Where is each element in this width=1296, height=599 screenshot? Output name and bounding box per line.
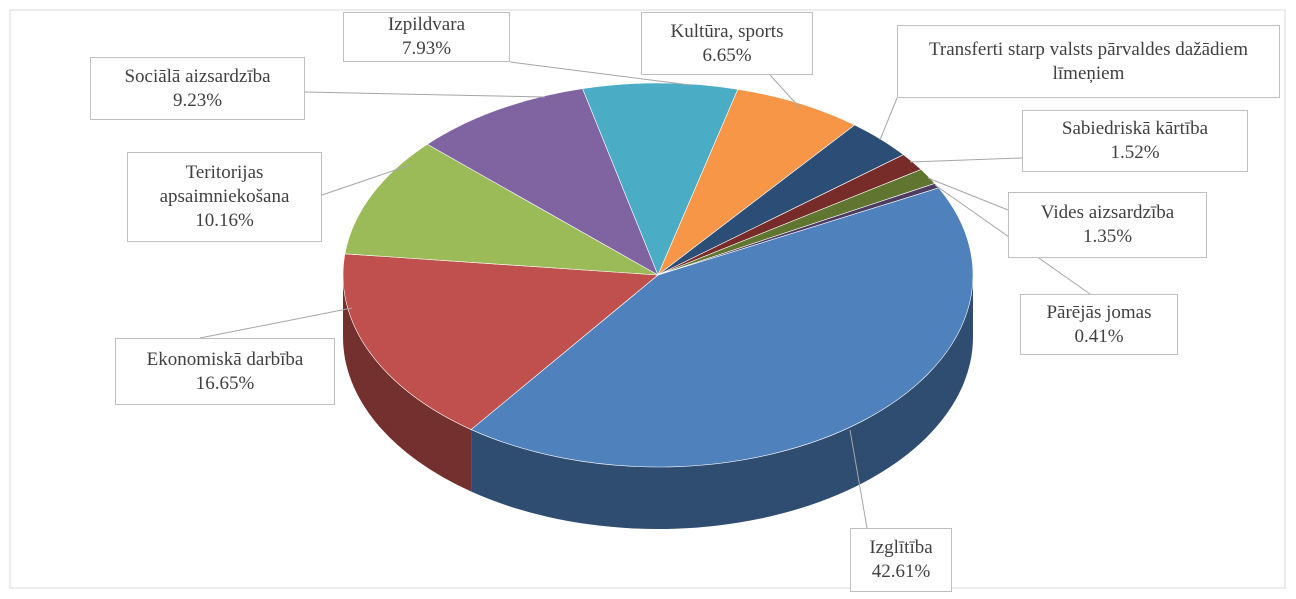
slice xyxy=(426,88,659,276)
leader-line xyxy=(849,429,868,529)
label-name: Ekonomiskā darbība xyxy=(146,348,304,370)
label-value: 7.93% xyxy=(401,38,452,59)
data-label: Kultūra, sports 6.65% xyxy=(641,12,813,75)
slice-side xyxy=(471,275,973,529)
slice-side xyxy=(343,275,472,492)
label-name: Izglītība xyxy=(869,537,933,558)
leader-line xyxy=(509,61,691,86)
slice xyxy=(657,88,856,276)
slice xyxy=(470,187,974,468)
label-value: 42.61% xyxy=(871,561,931,582)
label-name: Pārējās jomas xyxy=(1046,301,1152,323)
leader-line xyxy=(199,307,353,339)
leader-line xyxy=(304,91,546,98)
data-label: Teritorijas apsaimniekošana 10.16% xyxy=(127,152,322,242)
label-value: 10.16% xyxy=(195,210,254,231)
label-name: Vides aizsardzība xyxy=(1040,202,1175,223)
leader-line xyxy=(927,177,1009,211)
data-label: Sociālā aizsardzība 9.23% xyxy=(90,57,305,120)
label-value: 16.65% xyxy=(195,372,255,394)
leader-line xyxy=(769,74,801,109)
data-label: Izglītība 42.61% xyxy=(850,528,952,592)
leader-line xyxy=(909,157,1023,163)
label-name: Transferti starp valsts pārvaldes dažādi… xyxy=(928,38,1249,84)
label-name: Teritorijas apsaimniekošana xyxy=(159,162,290,207)
data-label: Ekonomiskā darbība 16.65% xyxy=(115,338,335,405)
data-label: Izpildvara 7.93% xyxy=(343,12,510,62)
data-label: Sabiedriskā kārtība 1.52% xyxy=(1022,110,1248,172)
slice xyxy=(582,82,739,276)
data-label: Vides aizsardzība 1.35% xyxy=(1008,192,1207,258)
label-name: Sabiedriskā kārtība xyxy=(1061,118,1209,139)
data-label: Pārējās jomas 0.41% xyxy=(1020,294,1178,355)
label-value: 9.23% xyxy=(172,89,223,111)
slice xyxy=(344,143,659,276)
leader-line xyxy=(321,164,411,196)
label-name: Izpildvara xyxy=(387,14,465,35)
chart-border xyxy=(9,9,1286,589)
label-value: 6.65% xyxy=(702,44,752,66)
slice xyxy=(342,253,659,430)
label-value: 0.41% xyxy=(1074,325,1124,347)
data-label: Transferti starp valsts pārvaldes dažādi… xyxy=(897,25,1280,98)
label-name: Kultūra, sports xyxy=(670,20,784,42)
label-name: Sociālā aizsardzība xyxy=(124,65,271,87)
label-value: 1.35% xyxy=(1082,226,1133,247)
label-value: 1.52% xyxy=(1110,142,1160,163)
leader-line xyxy=(879,97,898,141)
